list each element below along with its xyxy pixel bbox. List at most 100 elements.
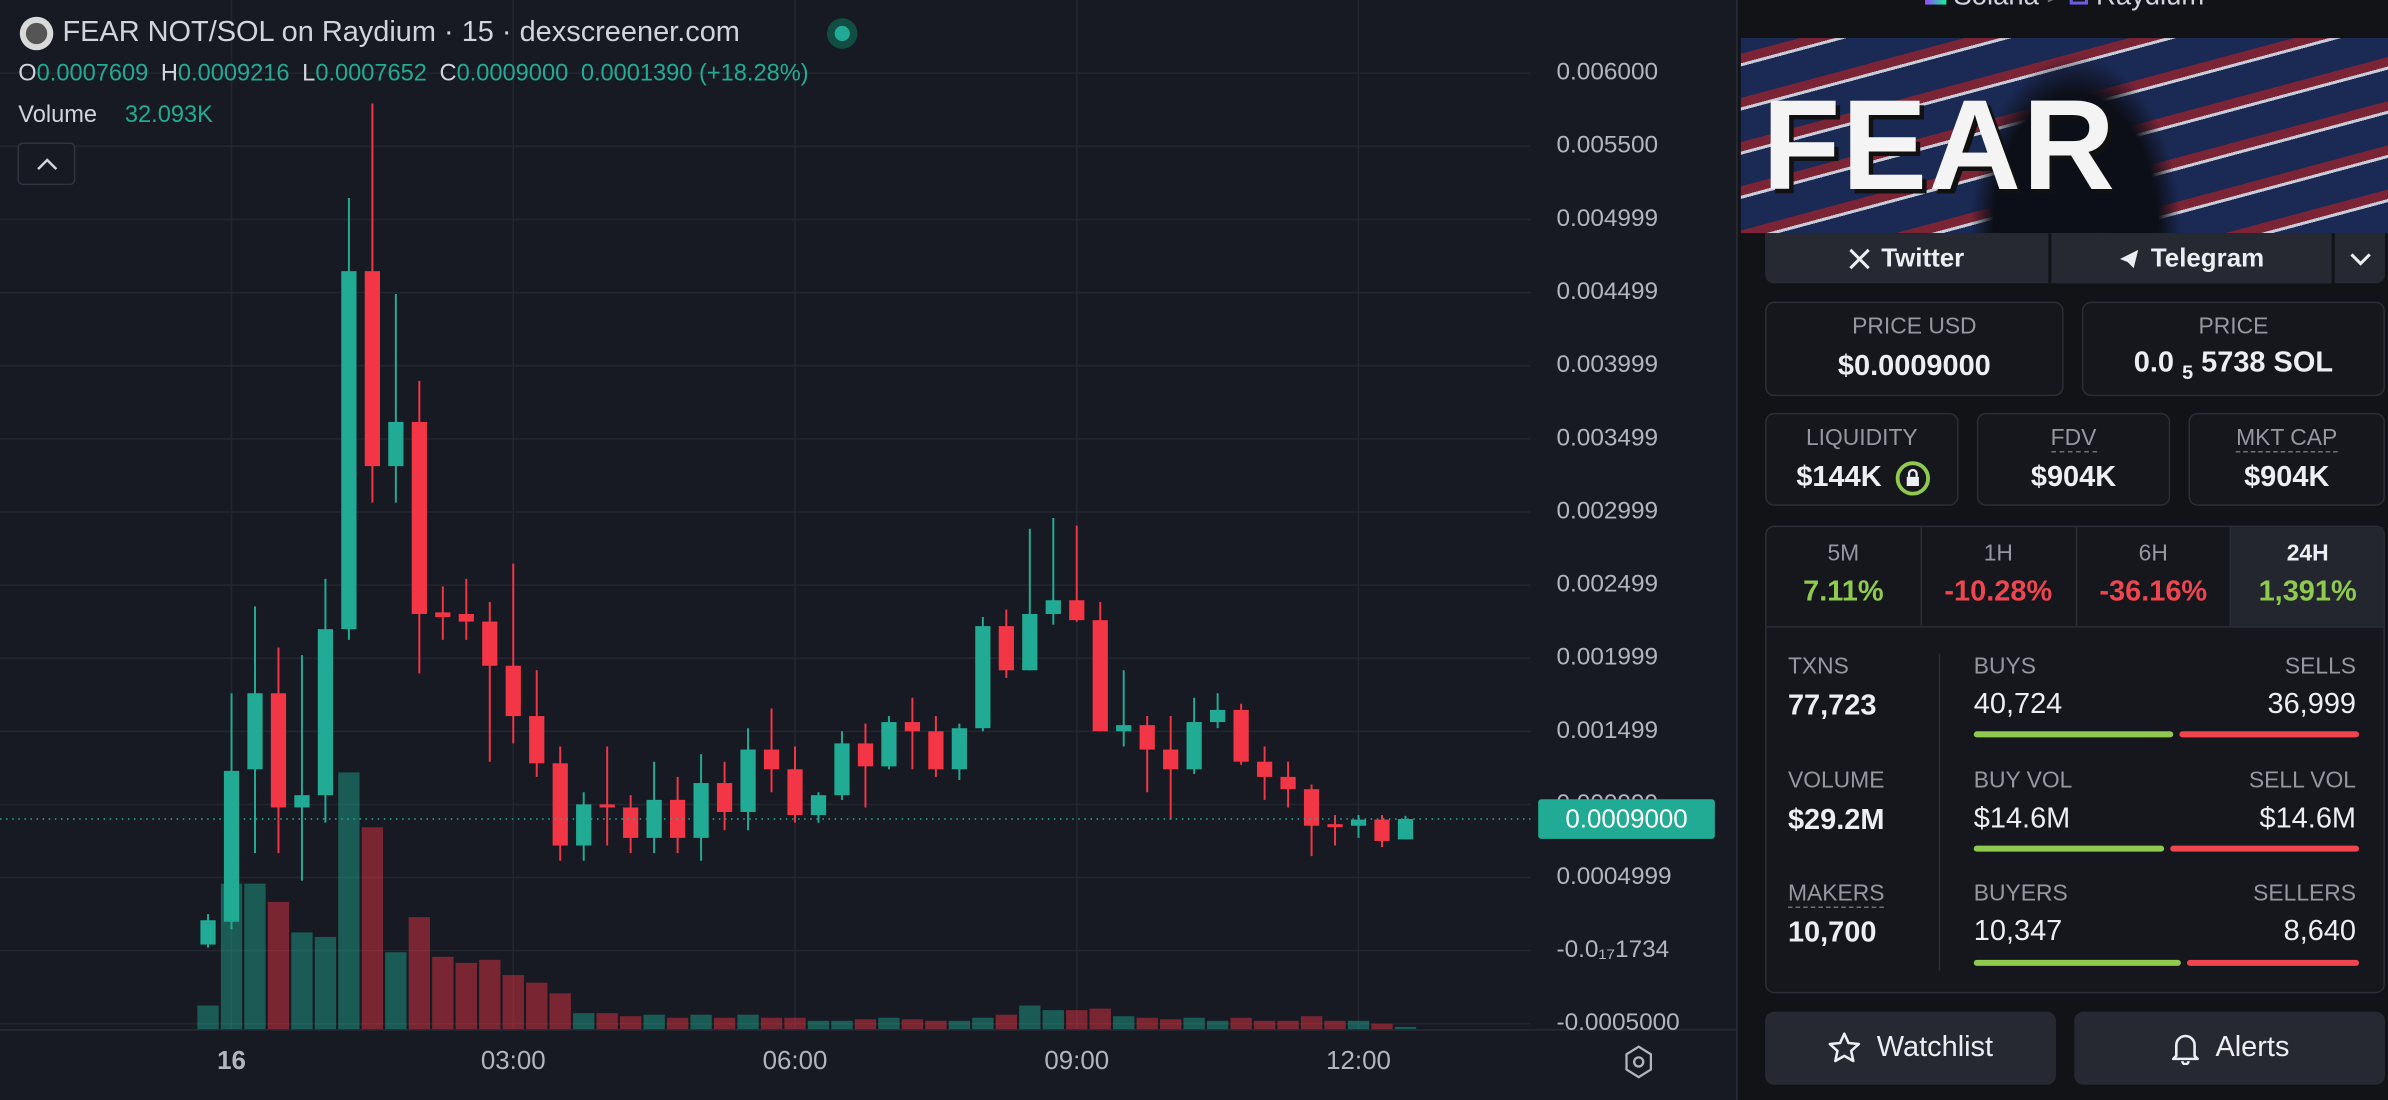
candle-body — [623, 807, 639, 838]
sellers-label: SELLERS — [2253, 880, 2357, 907]
twitter-link[interactable]: Twitter — [1765, 233, 2049, 284]
price-sol-label: PRICE — [2198, 313, 2269, 340]
candle-body — [716, 783, 733, 813]
volume-bar — [807, 1020, 830, 1030]
timeframe-5m[interactable]: 5M 7.11% — [1767, 527, 1922, 627]
candle-body — [904, 722, 921, 732]
collapse-button[interactable] — [17, 142, 76, 186]
candle-body — [646, 799, 662, 838]
close-value: 0.0009000 — [457, 61, 569, 87]
volume-bar — [1394, 1026, 1417, 1030]
volume-bar — [1042, 1010, 1064, 1030]
chart-background — [0, 0, 1738, 1100]
volume-bar — [1277, 1020, 1299, 1030]
sellers-bar — [2186, 959, 2360, 966]
volume-bar — [1183, 1017, 1205, 1030]
liquidity-value: $144K — [1796, 461, 1882, 494]
time-axis-strip — [0, 1029, 1738, 1100]
candle-body — [928, 731, 944, 770]
candle-body — [1163, 749, 1179, 770]
candle-body — [810, 795, 827, 816]
candle-body — [576, 804, 592, 846]
candle-body — [388, 421, 404, 467]
candle-body — [1069, 600, 1085, 621]
candle-body — [857, 743, 874, 767]
telegram-label: Telegram — [2150, 243, 2265, 272]
high-label: H — [161, 61, 178, 87]
volume-value: 32.093K — [125, 102, 213, 128]
mkt-cap-box: MKT CAP $904K — [2188, 412, 2385, 506]
lock-icon — [1895, 461, 1930, 496]
makers-label-wrap: MAKERS — [1787, 880, 1885, 909]
star-icon — [1829, 1032, 1861, 1063]
volume-bar — [1230, 1017, 1252, 1030]
y-tick-label: 0.003499 — [1556, 424, 1658, 451]
collapse-icon — [37, 158, 58, 170]
candle-body — [247, 693, 263, 770]
timeframe-label: 1H — [1983, 540, 2013, 567]
candle-body — [1397, 819, 1414, 840]
buys-bar — [1973, 731, 2174, 738]
candle-body — [270, 693, 287, 808]
volume-bar — [573, 1013, 595, 1030]
chain-name[interactable]: Solana — [1953, 0, 2038, 11]
volume-bar — [244, 883, 266, 1030]
volume-bar — [831, 1020, 853, 1030]
mkt-cap-value: $904K — [2244, 461, 2330, 494]
alerts-button[interactable]: Alerts — [2074, 1011, 2385, 1085]
settings-icon[interactable] — [1625, 1045, 1653, 1079]
settings-icon-center — [1632, 1056, 1645, 1068]
candle-body — [951, 728, 967, 770]
candle-body — [1139, 725, 1155, 750]
volume-bar — [596, 1013, 618, 1030]
ohlc-legend: O0.0007609 H0.0009216 L0.0007652 C0.0009… — [18, 61, 808, 87]
dex-name[interactable]: Raydium — [2096, 0, 2204, 11]
timeframe-change: -36.16% — [2099, 575, 2208, 608]
chevron-down — [2349, 252, 2371, 265]
telegram-link[interactable]: Telegram — [2051, 233, 2332, 284]
price-usd-value: $0.0009000 — [1837, 350, 1991, 383]
more-links[interactable] — [2334, 233, 2385, 284]
candle-body — [317, 629, 334, 796]
candle-body — [411, 421, 427, 614]
overlay: 0.006000 0.005500 0.004999 0.004499 0.003999… — [1538, 59, 1715, 1036]
volume-bar — [432, 956, 454, 1030]
timeframe-24h[interactable]: 24H 1,391% — [2231, 527, 2384, 627]
candle-body — [482, 621, 498, 666]
timeframe-label: 24H — [2286, 540, 2329, 567]
watchlist-button[interactable]: Watchlist — [1765, 1011, 2056, 1085]
candle-body — [200, 920, 216, 945]
banner-text: FEAR NOT — [1762, 73, 2117, 233]
candle-body — [1256, 761, 1273, 777]
sell-vol-bar — [2170, 845, 2360, 852]
candle-body — [341, 271, 357, 630]
volume-bar — [502, 975, 524, 1030]
candle-body — [1210, 709, 1226, 723]
volume-bar — [479, 959, 501, 1030]
volume-bar — [549, 993, 571, 1030]
x-tick-label: 16 — [217, 1047, 246, 1075]
liquidity-label: LIQUIDITY — [1805, 425, 1918, 451]
sidebar: Solana > Raydium FEAR NOT Twitter Telegr… — [1740, 0, 2388, 1100]
price-prefix: 0.0 — [2133, 347, 2175, 380]
timeframe-6h[interactable]: 6H -36.16% — [2077, 527, 2232, 627]
telegram-icon — [2120, 249, 2139, 268]
fdv-value: $904K — [2030, 461, 2117, 494]
time-axis: 16 03:00 06:00 09:00 12:00 — [217, 1047, 1391, 1075]
sellers-value: 8,640 — [2283, 915, 2357, 948]
volume-bar — [526, 982, 548, 1030]
y-tick-label: 0.001999 — [1556, 644, 1658, 671]
fdv-box: FDV $904K — [1976, 412, 2171, 506]
candle-body — [1350, 819, 1367, 826]
candle-body — [1045, 600, 1061, 614]
buys-label: BUYS — [1973, 653, 2036, 680]
liquidity-box: LIQUIDITY $144K — [1765, 412, 1959, 506]
candle-body — [435, 612, 451, 618]
candle-body — [529, 716, 545, 764]
volume-bar — [197, 1005, 219, 1030]
volume-label: VOLUME — [1787, 767, 1885, 794]
buyers-label: BUYERS — [1973, 880, 2068, 907]
x-tick-label: 06:00 — [763, 1047, 828, 1075]
timeframe-1h[interactable]: 1H -10.28% — [1922, 527, 2077, 627]
chart: 16 03:00 06:00 09:00 12:00 0.0060000.0055000… — [0, 0, 1738, 1100]
